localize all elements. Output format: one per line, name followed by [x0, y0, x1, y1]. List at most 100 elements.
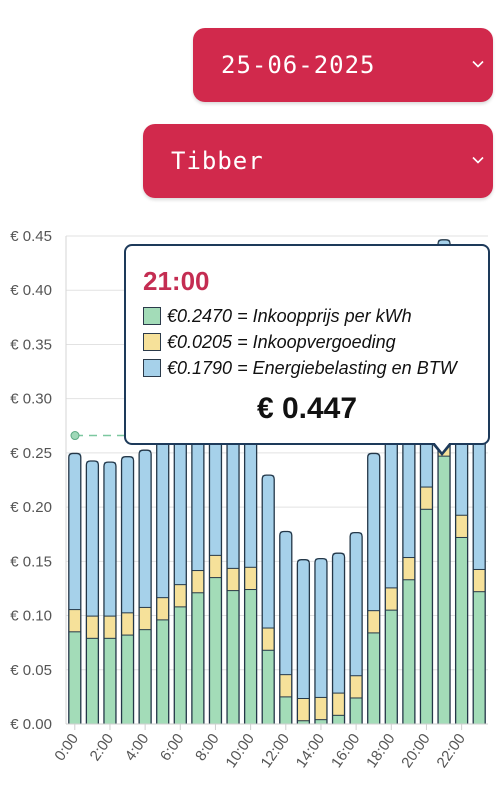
bar-segment-inkoopvergoeding [121, 612, 134, 636]
bar-segment-energiebelasting [68, 453, 81, 610]
bar-segment-energiebelasting [156, 438, 169, 598]
y-tick-label: € 0.30 [10, 391, 52, 408]
bar-segment-inkoopvergoeding [244, 567, 257, 590]
bar-segment-inkoopprijs [350, 697, 363, 724]
bar-segment-inkoopprijs [279, 696, 292, 724]
y-tick-label: € 0.20 [10, 499, 52, 516]
bar-segment-inkoopvergoeding [68, 609, 81, 632]
bar-outline [314, 557, 328, 724]
x-tick-label: 12:00 [258, 731, 293, 772]
bar-segment-inkoopvergoeding [350, 675, 363, 698]
bar-segment-inkoopprijs [297, 720, 310, 724]
bar-stack [384, 425, 398, 724]
bar-outline [85, 460, 100, 724]
y-tick-label: € 0.40 [10, 282, 52, 299]
bar-segment-inkoopprijs [473, 591, 486, 724]
bar-outline [138, 449, 152, 724]
provider-select-value: Tibber [171, 147, 264, 175]
bar-segment-inkoopvergoeding [332, 693, 345, 716]
bar-segment-inkoopvergoeding [420, 487, 433, 510]
tooltip-total: € 0.447 [256, 392, 358, 425]
x-tick-label: 4:00 [122, 731, 153, 765]
chart-tooltip: 21:00 €0.2470 = Inkoopprijs per kWh €0.0… [124, 244, 490, 445]
legend-swatch-inkoopvergoeding [143, 333, 161, 351]
bar-segment-energiebelasting [350, 532, 363, 676]
bar-segment-energiebelasting [332, 553, 345, 694]
bar-segment-inkoopvergoeding [367, 610, 380, 633]
bar-segment-energiebelasting [121, 456, 134, 613]
bar-stack [331, 552, 346, 724]
y-tick-label: € 0.00 [10, 716, 52, 733]
bar-stack [472, 403, 486, 724]
bar-segment-inkoopprijs [156, 619, 169, 724]
bar-segment-energiebelasting [191, 404, 204, 571]
bar-outline [296, 559, 311, 724]
y-tick-label: € 0.25 [10, 445, 52, 462]
bar-stack [68, 452, 82, 724]
y-tick-label: € 0.15 [10, 553, 52, 570]
reference-line-marker [70, 431, 80, 441]
bar-segment-energiebelasting [367, 453, 380, 611]
bar-segment-energiebelasting [103, 462, 116, 617]
bar-segment-inkoopvergoeding [86, 616, 99, 639]
bar-segment-energiebelasting [174, 421, 187, 585]
bar-segment-energiebelasting [86, 461, 99, 617]
bar-segment-inkoopvergoeding [191, 570, 204, 593]
provider-select[interactable]: Tibber [143, 124, 493, 198]
bar-stack [173, 421, 187, 724]
bar-stack [261, 474, 275, 724]
bar-stack [243, 400, 258, 724]
y-tick-label: € 0.05 [10, 662, 52, 679]
bar-segment-energiebelasting [314, 558, 327, 698]
x-tick-label: 14:00 [293, 731, 328, 772]
bar-segment-energiebelasting [139, 450, 152, 608]
date-select-value: 25-06-2025 [221, 51, 376, 79]
bar-stack [120, 456, 135, 724]
bar-segment-inkoopvergoeding [209, 555, 222, 578]
bar-segment-inkoopprijs [103, 638, 116, 724]
bar-segment-inkoopvergoeding [279, 674, 292, 697]
date-select[interactable]: 25-06-2025 [193, 28, 493, 102]
bar-outline [103, 461, 117, 724]
bar-stack [138, 449, 152, 724]
bar-stack [156, 437, 170, 724]
bar-segment-inkoopvergoeding [473, 569, 486, 592]
bar-segment-inkoopprijs [86, 638, 99, 724]
x-tick-label: 16:00 [328, 731, 363, 772]
bar-segment-inkoopprijs [385, 610, 398, 724]
tooltip-pointer-fill [434, 442, 450, 452]
bar-segment-inkoopvergoeding [156, 597, 169, 620]
bar-segment-inkoopprijs [68, 631, 81, 724]
y-tick-label: € 0.10 [10, 608, 52, 625]
bar-stack [349, 531, 363, 724]
bar-segment-inkoopvergoeding [455, 515, 468, 538]
x-tick-label: 6:00 [157, 731, 188, 765]
bar-segment-inkoopprijs [227, 590, 240, 724]
bar-outline [261, 474, 275, 724]
bar-segment-inkoopvergoeding [227, 568, 240, 591]
bar-segment-energiebelasting [385, 426, 398, 588]
tooltip-row-energiebelasting: €0.1790 = Energiebelasting en BTW [143, 357, 457, 379]
bar-segment-inkoopprijs [314, 719, 327, 724]
bar-segment-inkoopvergoeding [297, 698, 310, 721]
bar-segment-inkoopprijs [174, 606, 187, 724]
bar-segment-inkoopprijs [139, 629, 152, 724]
bar-segment-inkoopprijs [209, 577, 222, 724]
x-tick-label: 10:00 [222, 731, 257, 772]
bar-segment-inkoopprijs [244, 589, 257, 724]
bar-segment-inkoopvergoeding [314, 697, 327, 720]
bar-outline [120, 456, 135, 724]
bar-outline [437, 239, 451, 724]
bar-outline [331, 552, 346, 724]
bar-segment-inkoopvergoeding [103, 616, 116, 639]
bar-outline [279, 530, 293, 724]
bar-segment-inkoopvergoeding [139, 607, 152, 630]
y-tick-label: € 0.35 [10, 336, 52, 353]
bar-stack [85, 460, 100, 724]
bar-stack [103, 461, 117, 724]
x-tick-label: 18:00 [363, 731, 398, 772]
x-tick-label: 2:00 [87, 731, 118, 765]
tooltip-row-inkoopvergoeding: €0.0205 = Inkoopvergoeding [143, 331, 396, 353]
y-tick-label: € 0.45 [10, 228, 52, 245]
bar-segment-inkoopprijs [438, 456, 451, 724]
